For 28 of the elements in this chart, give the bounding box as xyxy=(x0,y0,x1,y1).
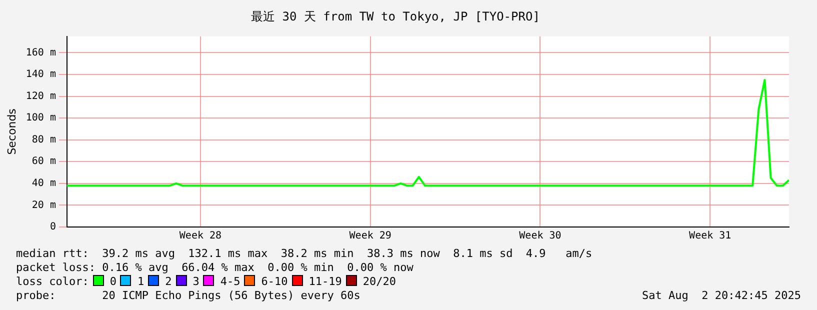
text: 1 xyxy=(137,275,144,288)
x-tick-label: Week 28 xyxy=(179,230,222,242)
text: 3 xyxy=(192,275,200,288)
y-tick-label: 160 m xyxy=(26,47,56,58)
y-tick-label: 120 m xyxy=(26,90,56,102)
y-tick-label: 100 m xyxy=(26,112,56,124)
chart-title: 最近 30 天 from TW to Tokyo, JP [TYO-PRO] xyxy=(251,9,540,24)
y-tick-label: 80 m xyxy=(32,134,56,146)
y-tick-label: 40 m xyxy=(32,178,56,190)
x-tick-label: Week 31 xyxy=(689,230,732,242)
text: 11-19 xyxy=(308,275,342,288)
text: probe: 20 ICMP Echo Pings (56 Bytes) every 60s xyxy=(16,289,362,303)
text: 2 xyxy=(165,275,172,288)
y-tick-label: 60 m xyxy=(32,156,56,168)
text: 4-5 xyxy=(220,275,240,288)
y-tick-label: 0 xyxy=(50,222,56,233)
x-tick-label: Week 29 xyxy=(349,230,392,242)
text: 20/20 xyxy=(362,275,396,288)
y-tick-label: 140 m xyxy=(26,69,56,80)
y-tick-label: 20 m xyxy=(32,200,56,211)
text: Sat Aug 2 20:42:45 2025 xyxy=(642,289,801,302)
text: 6-10 xyxy=(261,275,288,288)
y-axis-title: Seconds xyxy=(5,108,18,155)
text: loss color: xyxy=(16,275,89,288)
x-tick-label: Week 30 xyxy=(519,230,562,242)
text: packet loss: 0.16 % avg 66.04 % max 0.00 % min 0.00 % now xyxy=(16,261,414,275)
text: 0 xyxy=(110,275,116,288)
text: median rtt: 39.2 ms avg 132.1 ms max 38.2 ms min 38.3 ms now 8.1 ms sd 4.9 am/s xyxy=(16,247,592,261)
